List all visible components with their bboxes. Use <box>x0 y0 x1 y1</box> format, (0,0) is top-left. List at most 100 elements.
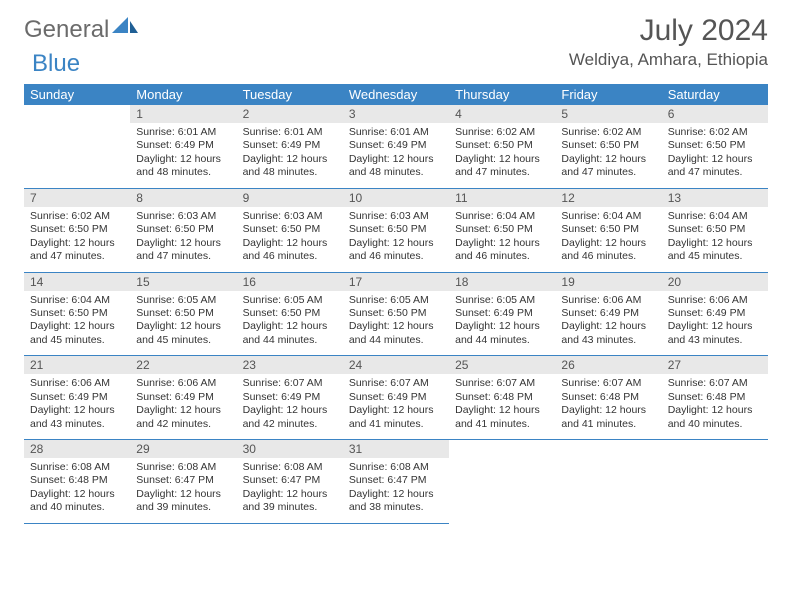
calendar-day-cell: 5Sunrise: 6:02 AMSunset: 6:50 PMDaylight… <box>555 105 661 188</box>
calendar-day-cell: 2Sunrise: 6:01 AMSunset: 6:49 PMDaylight… <box>237 105 343 188</box>
day-info: Sunrise: 6:07 AMSunset: 6:48 PMDaylight:… <box>449 374 555 439</box>
day-info: Sunrise: 6:06 AMSunset: 6:49 PMDaylight:… <box>24 374 130 439</box>
day-number: 28 <box>24 440 130 458</box>
day-info: Sunrise: 6:06 AMSunset: 6:49 PMDaylight:… <box>130 374 236 439</box>
day-info: Sunrise: 6:01 AMSunset: 6:49 PMDaylight:… <box>237 123 343 188</box>
day-number: 20 <box>662 273 768 291</box>
calendar-day-cell: 11Sunrise: 6:04 AMSunset: 6:50 PMDayligh… <box>449 188 555 272</box>
calendar-day-cell: 1Sunrise: 6:01 AMSunset: 6:49 PMDaylight… <box>130 105 236 188</box>
logo-sail-icon <box>112 17 138 42</box>
day-info: Sunrise: 6:07 AMSunset: 6:49 PMDaylight:… <box>237 374 343 439</box>
weekday-header: Thursday <box>449 84 555 105</box>
calendar-day-cell: 16Sunrise: 6:05 AMSunset: 6:50 PMDayligh… <box>237 272 343 356</box>
day-info: Sunrise: 6:05 AMSunset: 6:50 PMDaylight:… <box>130 291 236 356</box>
day-number: 21 <box>24 356 130 374</box>
calendar-day-cell: 3Sunrise: 6:01 AMSunset: 6:49 PMDaylight… <box>343 105 449 188</box>
weekday-header: Monday <box>130 84 236 105</box>
day-info: Sunrise: 6:04 AMSunset: 6:50 PMDaylight:… <box>24 291 130 356</box>
weekday-header: Tuesday <box>237 84 343 105</box>
day-number: 18 <box>449 273 555 291</box>
day-number: 31 <box>343 440 449 458</box>
day-number: 25 <box>449 356 555 374</box>
day-info: Sunrise: 6:07 AMSunset: 6:48 PMDaylight:… <box>662 374 768 439</box>
calendar-empty-cell: 0 <box>24 105 130 188</box>
day-info: Sunrise: 6:08 AMSunset: 6:47 PMDaylight:… <box>130 458 236 523</box>
calendar-day-cell: 31Sunrise: 6:08 AMSunset: 6:47 PMDayligh… <box>343 440 449 524</box>
calendar-day-cell: 21Sunrise: 6:06 AMSunset: 6:49 PMDayligh… <box>24 356 130 440</box>
calendar-day-cell: 30Sunrise: 6:08 AMSunset: 6:47 PMDayligh… <box>237 440 343 524</box>
calendar-day-cell: 12Sunrise: 6:04 AMSunset: 6:50 PMDayligh… <box>555 188 661 272</box>
month-title: July 2024 <box>569 14 768 48</box>
calendar-day-cell: 14Sunrise: 6:04 AMSunset: 6:50 PMDayligh… <box>24 272 130 356</box>
calendar-day-cell: 25Sunrise: 6:07 AMSunset: 6:48 PMDayligh… <box>449 356 555 440</box>
day-info: Sunrise: 6:03 AMSunset: 6:50 PMDaylight:… <box>237 207 343 272</box>
day-number: 8 <box>130 189 236 207</box>
weekday-header: Friday <box>555 84 661 105</box>
calendar-empty-cell <box>662 440 768 524</box>
calendar-week-row: 28Sunrise: 6:08 AMSunset: 6:48 PMDayligh… <box>24 440 768 524</box>
title-block: July 2024 Weldiya, Amhara, Ethiopia <box>569 14 768 70</box>
day-info: Sunrise: 6:08 AMSunset: 6:47 PMDaylight:… <box>237 458 343 523</box>
day-number: 15 <box>130 273 236 291</box>
day-number: 11 <box>449 189 555 207</box>
day-number: 14 <box>24 273 130 291</box>
day-info: Sunrise: 6:06 AMSunset: 6:49 PMDaylight:… <box>555 291 661 356</box>
day-number: 3 <box>343 105 449 123</box>
day-number: 30 <box>237 440 343 458</box>
day-info: Sunrise: 6:02 AMSunset: 6:50 PMDaylight:… <box>449 123 555 188</box>
day-number: 29 <box>130 440 236 458</box>
day-number: 16 <box>237 273 343 291</box>
calendar-week-row: 14Sunrise: 6:04 AMSunset: 6:50 PMDayligh… <box>24 272 768 356</box>
calendar-day-cell: 19Sunrise: 6:06 AMSunset: 6:49 PMDayligh… <box>555 272 661 356</box>
day-info <box>24 123 130 185</box>
day-number: 6 <box>662 105 768 123</box>
day-number: 4 <box>449 105 555 123</box>
calendar-day-cell: 20Sunrise: 6:06 AMSunset: 6:49 PMDayligh… <box>662 272 768 356</box>
location: Weldiya, Amhara, Ethiopia <box>569 50 768 70</box>
calendar-day-cell: 10Sunrise: 6:03 AMSunset: 6:50 PMDayligh… <box>343 188 449 272</box>
day-number: 17 <box>343 273 449 291</box>
calendar-day-cell: 15Sunrise: 6:05 AMSunset: 6:50 PMDayligh… <box>130 272 236 356</box>
calendar-table: SundayMondayTuesdayWednesdayThursdayFrid… <box>24 84 768 524</box>
calendar-week-row: 01Sunrise: 6:01 AMSunset: 6:49 PMDayligh… <box>24 105 768 188</box>
calendar-day-cell: 27Sunrise: 6:07 AMSunset: 6:48 PMDayligh… <box>662 356 768 440</box>
calendar-day-cell: 7Sunrise: 6:02 AMSunset: 6:50 PMDaylight… <box>24 188 130 272</box>
weekday-header-row: SundayMondayTuesdayWednesdayThursdayFrid… <box>24 84 768 105</box>
day-info: Sunrise: 6:05 AMSunset: 6:50 PMDaylight:… <box>343 291 449 356</box>
calendar-day-cell: 8Sunrise: 6:03 AMSunset: 6:50 PMDaylight… <box>130 188 236 272</box>
day-number: 26 <box>555 356 661 374</box>
calendar-day-cell: 9Sunrise: 6:03 AMSunset: 6:50 PMDaylight… <box>237 188 343 272</box>
day-number: 5 <box>555 105 661 123</box>
calendar-day-cell: 18Sunrise: 6:05 AMSunset: 6:49 PMDayligh… <box>449 272 555 356</box>
day-info: Sunrise: 6:04 AMSunset: 6:50 PMDaylight:… <box>449 207 555 272</box>
day-info: Sunrise: 6:03 AMSunset: 6:50 PMDaylight:… <box>130 207 236 272</box>
calendar-body: 01Sunrise: 6:01 AMSunset: 6:49 PMDayligh… <box>24 105 768 523</box>
calendar-day-cell: 6Sunrise: 6:02 AMSunset: 6:50 PMDaylight… <box>662 105 768 188</box>
calendar-day-cell: 4Sunrise: 6:02 AMSunset: 6:50 PMDaylight… <box>449 105 555 188</box>
day-number: 7 <box>24 189 130 207</box>
weekday-header: Saturday <box>662 84 768 105</box>
weekday-header: Sunday <box>24 84 130 105</box>
day-info: Sunrise: 6:05 AMSunset: 6:49 PMDaylight:… <box>449 291 555 356</box>
calendar-day-cell: 26Sunrise: 6:07 AMSunset: 6:48 PMDayligh… <box>555 356 661 440</box>
day-info: Sunrise: 6:07 AMSunset: 6:49 PMDaylight:… <box>343 374 449 439</box>
day-number: 23 <box>237 356 343 374</box>
day-number: 22 <box>130 356 236 374</box>
calendar-day-cell: 29Sunrise: 6:08 AMSunset: 6:47 PMDayligh… <box>130 440 236 524</box>
day-info: Sunrise: 6:02 AMSunset: 6:50 PMDaylight:… <box>662 123 768 188</box>
day-info: Sunrise: 6:01 AMSunset: 6:49 PMDaylight:… <box>343 123 449 188</box>
day-number: 12 <box>555 189 661 207</box>
day-info: Sunrise: 6:02 AMSunset: 6:50 PMDaylight:… <box>24 207 130 272</box>
day-info: Sunrise: 6:07 AMSunset: 6:48 PMDaylight:… <box>555 374 661 439</box>
day-info: Sunrise: 6:04 AMSunset: 6:50 PMDaylight:… <box>662 207 768 272</box>
day-number: 19 <box>555 273 661 291</box>
calendar-day-cell: 23Sunrise: 6:07 AMSunset: 6:49 PMDayligh… <box>237 356 343 440</box>
day-info: Sunrise: 6:08 AMSunset: 6:48 PMDaylight:… <box>24 458 130 523</box>
calendar-empty-cell <box>555 440 661 524</box>
day-number: 2 <box>237 105 343 123</box>
calendar-week-row: 21Sunrise: 6:06 AMSunset: 6:49 PMDayligh… <box>24 356 768 440</box>
day-info: Sunrise: 6:05 AMSunset: 6:50 PMDaylight:… <box>237 291 343 356</box>
day-number: 1 <box>130 105 236 123</box>
day-number: 9 <box>237 189 343 207</box>
day-info: Sunrise: 6:03 AMSunset: 6:50 PMDaylight:… <box>343 207 449 272</box>
